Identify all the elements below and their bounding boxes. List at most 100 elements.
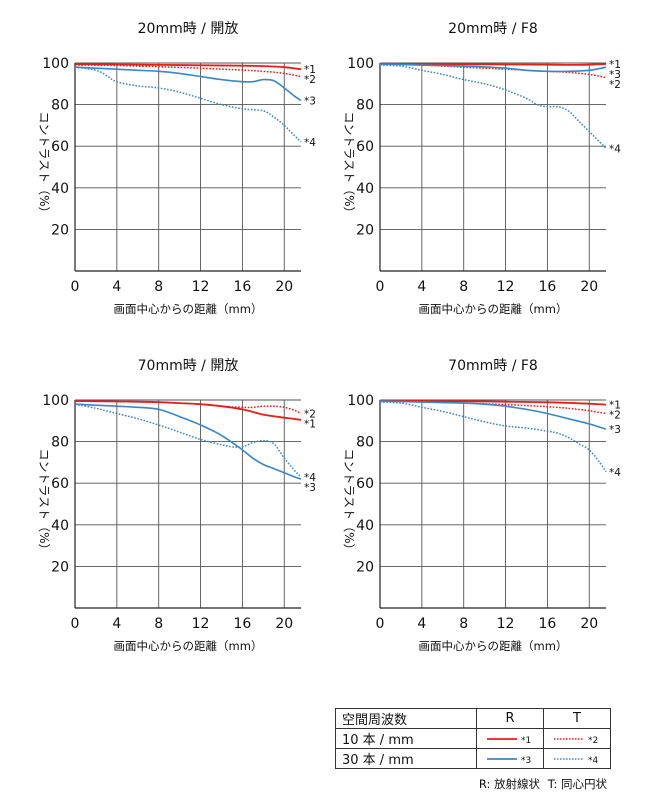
y-axis-label: コントラスト（%）	[342, 448, 356, 555]
y-tick-label: 100	[347, 393, 374, 409]
x-axis-label: 画面中心からの距離（mm）	[419, 302, 568, 316]
series-line	[74, 400, 302, 415]
legend-swatch-label: *3	[521, 756, 531, 766]
chart-panel: 20mm時 / 開放 0 4 8 12 16 20 20 40 60 80 100 画面中心からの距離（…	[37, 21, 316, 316]
x-tick-label: 4	[417, 616, 426, 632]
legend-swatch-r: *3	[476, 748, 544, 769]
y-tick-label: 100	[42, 393, 69, 409]
y-tick-label: 60	[356, 476, 374, 492]
series-end-label: *4	[609, 143, 621, 155]
x-tick-label: 20	[275, 279, 293, 295]
series-line	[379, 62, 607, 66]
x-tick-label: 12	[192, 616, 210, 632]
legend-swatch-label: *4	[588, 756, 599, 766]
series-end-label: *2	[609, 410, 621, 422]
legend-swatch-label: *1	[521, 736, 531, 746]
legend-note: R: 放射線状 T: 同心円状	[475, 776, 607, 792]
x-tick-label: 12	[497, 616, 515, 632]
legend-col-r: R	[476, 708, 544, 729]
series-line	[379, 63, 607, 73]
chart-panel: 70mm時 / 開放 0 4 8 12 16 20 20 40 60 80 100 画面中心からの距離（…	[37, 358, 316, 653]
y-tick-label: 60	[51, 139, 69, 155]
y-tick-label: 60	[51, 476, 69, 492]
series-line	[74, 403, 302, 478]
chart-title: 70mm時 / F8	[448, 358, 538, 374]
x-tick-label: 8	[154, 279, 163, 295]
series-line	[74, 66, 302, 102]
y-tick-label: 100	[42, 56, 69, 72]
legend-col-t: T	[543, 708, 611, 729]
x-tick-label: 16	[538, 616, 556, 632]
note-radial: R: 放射線状	[478, 777, 541, 791]
x-tick-label: 0	[376, 616, 385, 632]
series-end-label: *2	[304, 409, 316, 421]
series-line	[379, 400, 607, 430]
series-line	[74, 63, 302, 71]
x-axis-label: 画面中心からの距離（mm）	[114, 639, 263, 653]
chart-title: 20mm時 / 開放	[138, 21, 239, 37]
series-end-label: *1	[609, 400, 621, 412]
y-tick-label: 80	[356, 435, 374, 451]
series-end-label: *2	[609, 79, 621, 91]
x-tick-label: 16	[233, 616, 251, 632]
series-end-label: *1	[304, 64, 316, 76]
legend-swatch-t: *4	[543, 748, 611, 769]
x-tick-label: 12	[192, 279, 210, 295]
x-tick-label: 0	[376, 279, 385, 295]
x-tick-label: 20	[580, 279, 598, 295]
y-axis-label: コントラスト（%）	[37, 448, 51, 555]
chart-panel: 70mm時 / F8 0 4 8 12 16 20 20 40 60 80 100 画面中心からの距離（…	[342, 358, 621, 653]
mtf-charts: 20mm時 / 開放0 4 8 12 16 2020406080100画面中心からの距離（…	[37, 21, 621, 653]
legend-swatch-t: *2	[543, 728, 611, 749]
y-tick-label: 40	[356, 518, 374, 534]
y-tick-label: 80	[51, 435, 69, 451]
legend-table: 空間周波数 R T 10 本 / mm *1 *2 30 本 / mm *3 *…	[335, 708, 611, 769]
x-tick-label: 8	[459, 616, 468, 632]
series-end-label: *4	[304, 472, 316, 484]
y-tick-label: 80	[356, 98, 374, 114]
series-end-label: *2	[304, 74, 316, 86]
x-tick-label: 0	[71, 616, 80, 632]
y-tick-label: 20	[356, 222, 374, 238]
x-tick-label: 0	[71, 279, 80, 295]
series-end-label: *4	[609, 467, 621, 479]
x-tick-label: 4	[112, 279, 121, 295]
chart-title: 20mm時 / F8	[448, 21, 538, 37]
x-tick-label: 20	[275, 616, 293, 632]
y-axis-label: コントラスト（%）	[37, 111, 51, 218]
y-tick-label: 40	[356, 181, 374, 197]
series-line	[74, 64, 302, 78]
series-end-label: *3	[609, 69, 621, 81]
y-tick-label: 80	[51, 98, 69, 114]
x-axis-label: 画面中心からの距離（mm）	[114, 302, 263, 316]
series-end-label: *1	[304, 419, 316, 431]
x-tick-label: 16	[538, 279, 556, 295]
x-tick-label: 20	[580, 616, 598, 632]
legend-header: 空間周波数	[335, 708, 477, 729]
series-line	[379, 399, 607, 406]
legend-row-label: 30 本 / mm	[335, 748, 477, 769]
series-end-label: *3	[609, 424, 621, 436]
y-tick-label: 40	[51, 518, 69, 534]
y-axis-label: コントラスト（%）	[342, 111, 356, 218]
x-tick-label: 4	[417, 279, 426, 295]
y-tick-label: 20	[356, 559, 374, 575]
x-tick-label: 4	[112, 616, 121, 632]
legend-row-label: 10 本 / mm	[335, 728, 477, 749]
x-tick-label: 16	[233, 279, 251, 295]
series-end-label: *4	[304, 137, 316, 149]
x-tick-label: 8	[154, 616, 163, 632]
series-end-label: *1	[609, 59, 621, 71]
x-axis-label: 画面中心からの距離（mm）	[419, 639, 568, 653]
series-line	[74, 66, 302, 143]
series-line	[379, 64, 607, 149]
y-tick-label: 20	[51, 222, 69, 238]
y-tick-label: 60	[356, 139, 374, 155]
y-tick-label: 40	[51, 181, 69, 197]
legend-swatch-r: *1	[476, 728, 544, 749]
series-line	[379, 401, 607, 473]
chart-title: 70mm時 / 開放	[138, 358, 239, 374]
series-end-label: *3	[304, 95, 316, 107]
chart-panel: 20mm時 / F8 0 4 8 12 16 20 20 40 60 80 100 画面中心からの距離（…	[342, 21, 621, 316]
x-tick-label: 8	[459, 279, 468, 295]
